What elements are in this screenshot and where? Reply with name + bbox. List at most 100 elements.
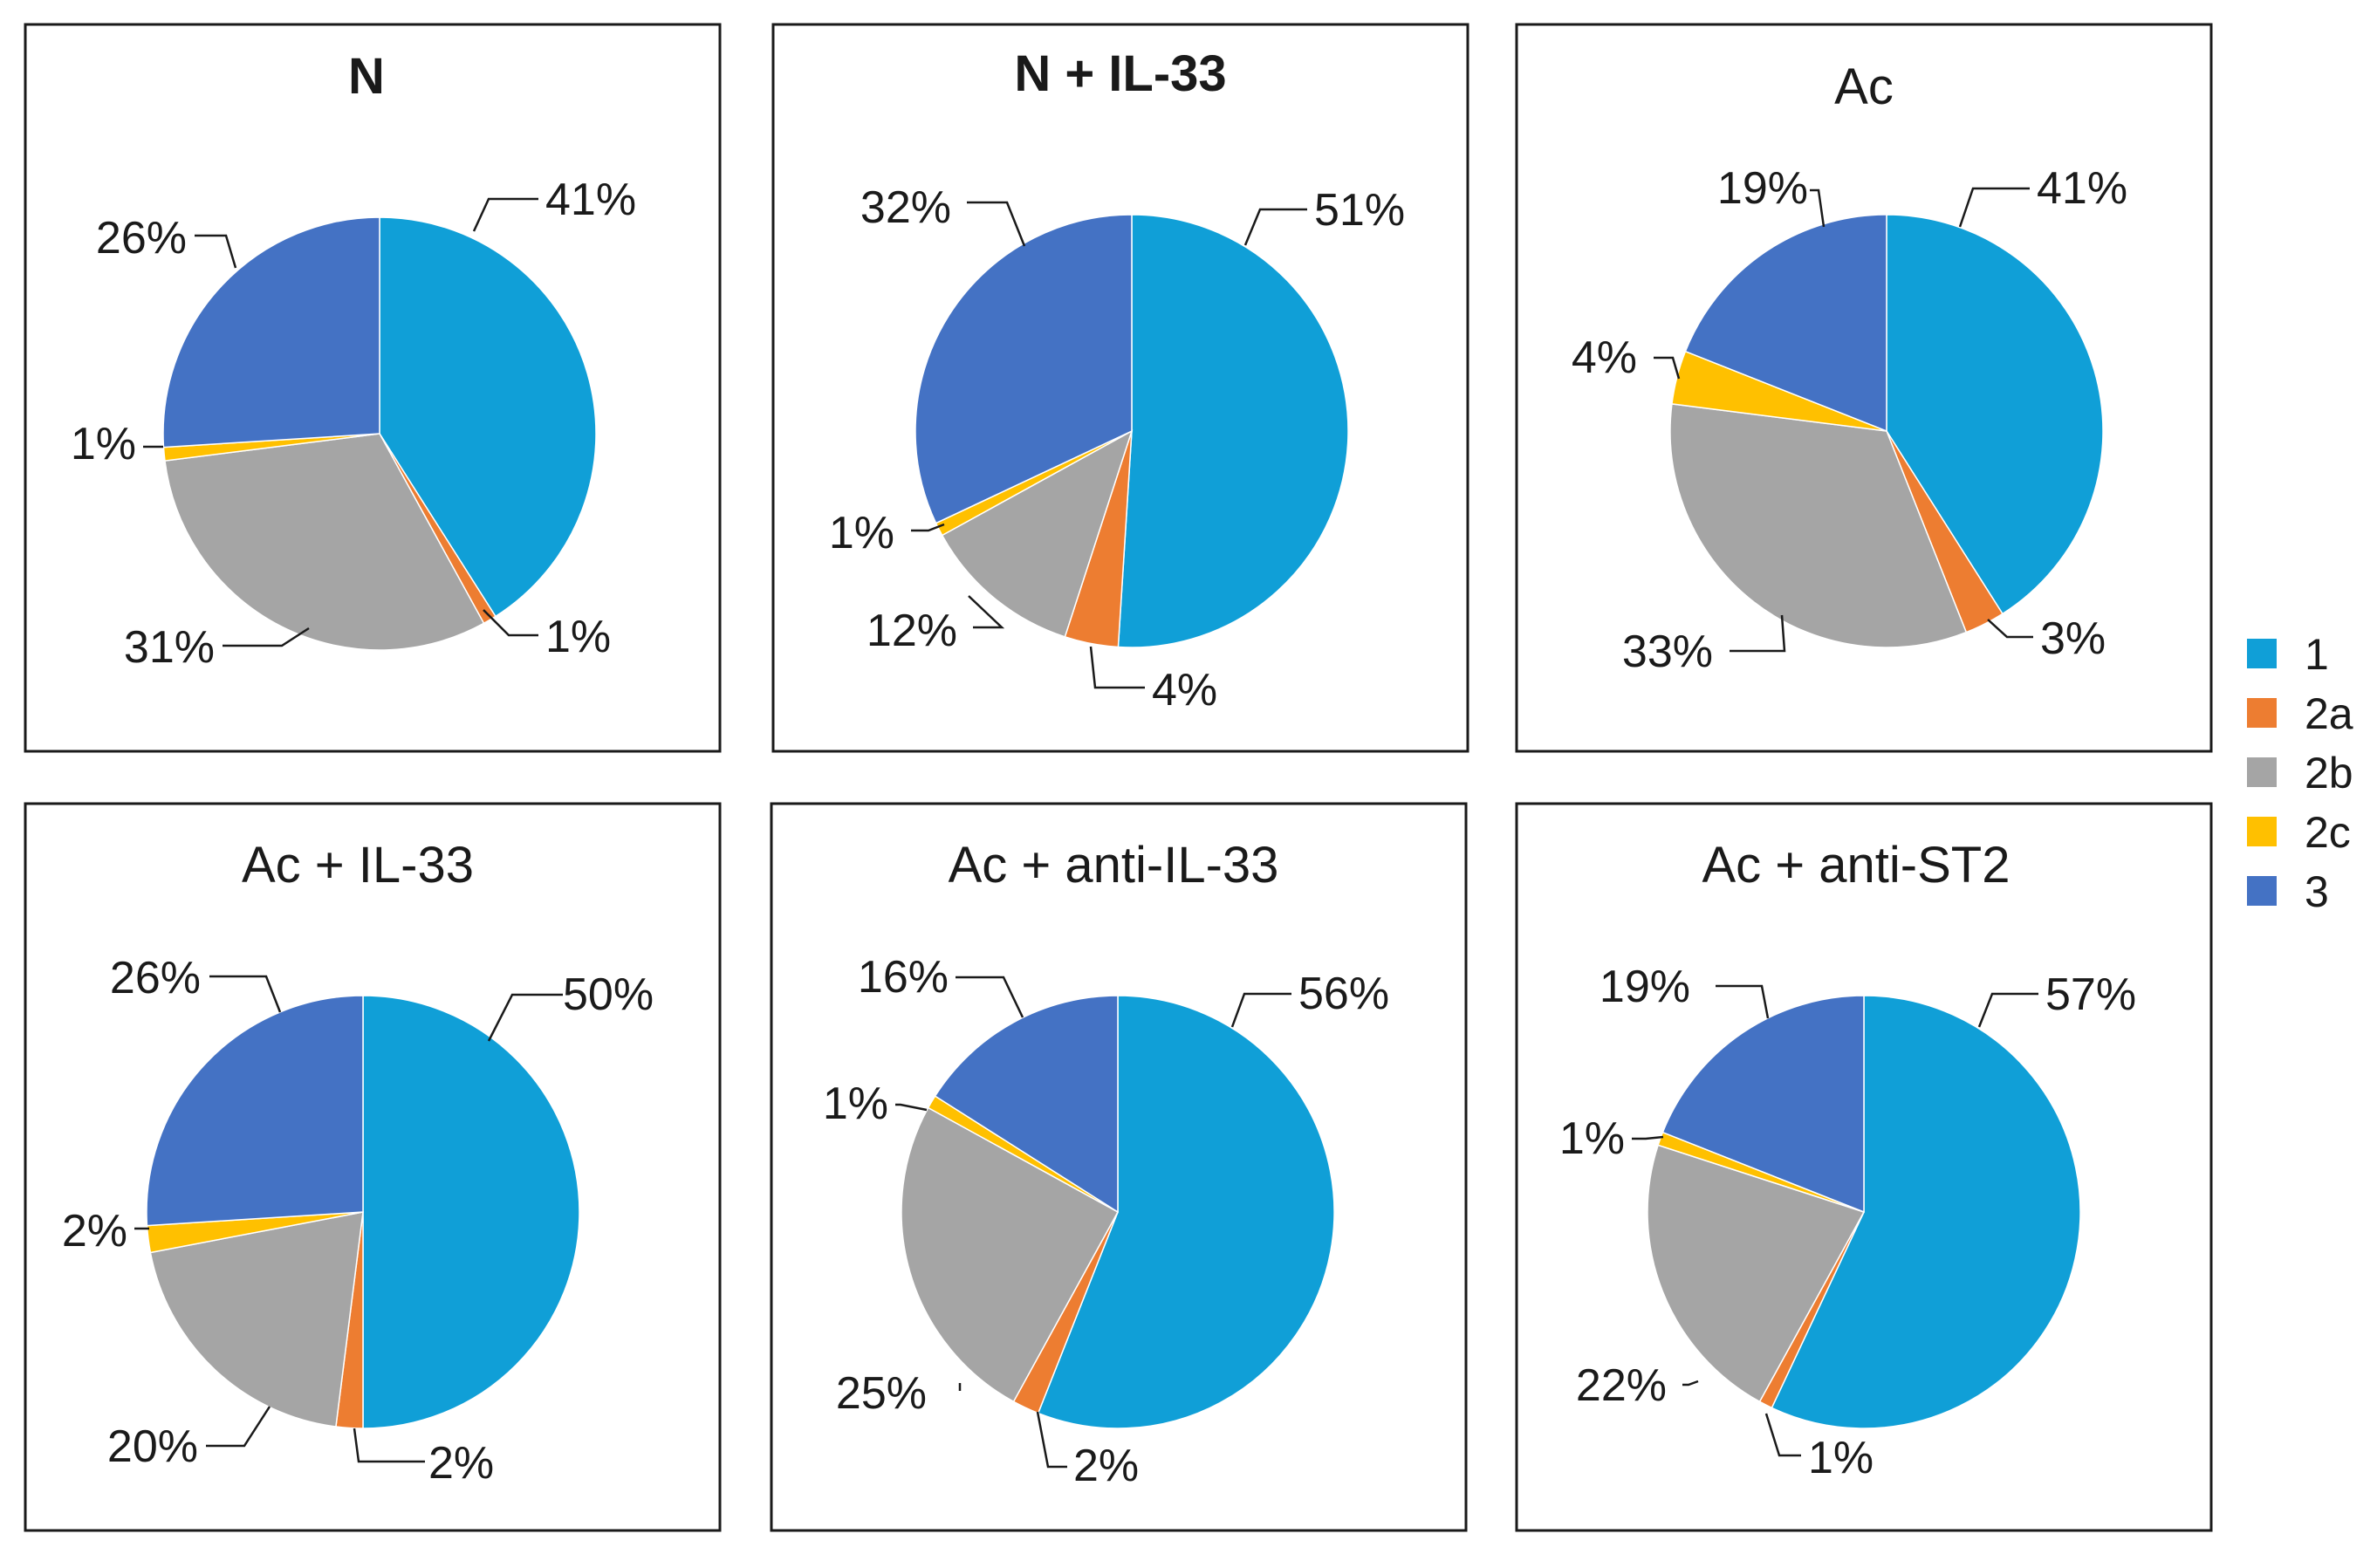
leader-line-2b [968,595,1005,629]
data-label-2b: 22% [1576,1360,1667,1411]
data-label-2b: 20% [107,1421,198,1472]
pie-slice-3 [1684,214,1887,433]
leader-line-3 [209,975,282,1013]
pie-slice-1 [362,995,580,1429]
leader-line-3 [1716,984,1770,1019]
panel-ac-anti-st2: Ac + anti-ST2 57% 1% 22% 1% 19% [1515,802,2213,1532]
data-label-3: 19% [1717,163,1808,214]
pie-labels: 57% 1% 22% 1% 19% [1559,962,2136,1483]
pie-slice-2b [164,433,485,651]
leader-line-2a [1764,1413,1801,1457]
leader-line-2a [1036,1411,1067,1469]
panel-title: N + IL-33 [1014,45,1226,102]
legend: 1 2a 2b 2c 3 [2247,630,2353,916]
panel-title: Ac + anti-IL-33 [949,837,1279,894]
panel-n-il33: N + IL-33 51% 4% 12% 1% 32% [771,23,1469,753]
leader-line-1 [1958,187,2030,228]
legend-swatch-1 [2247,639,2277,668]
pie-slice-3 [162,216,380,448]
panel-ac-anti-il33: Ac + anti-IL-33 56% 2% 25% 1% 16% [770,802,1468,1532]
data-label-1: 41% [2037,163,2127,214]
data-label-1: 50% [563,969,654,1020]
data-label-2c: 2% [62,1206,127,1256]
leader-line-2c [1632,1135,1664,1140]
pie-slice-1 [1886,214,2104,615]
data-label-2b: 31% [124,622,215,673]
data-label-2b: 12% [867,606,957,656]
pie-slices [1669,214,2104,648]
pie-slices [146,995,580,1429]
data-label-3: 19% [1600,962,1690,1012]
legend-label-2c: 2c [2305,808,2351,857]
data-label-3: 16% [858,952,949,1003]
legend-label-3: 3 [2305,867,2329,916]
leader-line-2b [1682,1380,1699,1387]
data-label-3: 32% [860,182,951,233]
leader-line-2a [1089,646,1145,689]
data-label-2a: 4% [1152,665,1217,716]
leader-line-1 [487,993,563,1042]
data-label-3: 26% [96,213,187,264]
pie-slice-3 [934,995,1119,1214]
pie-slice-1 [1771,995,2081,1429]
data-label-2c: 1% [71,419,136,469]
data-label-2c: 1% [1559,1113,1625,1164]
panel-title: Ac [1834,58,1894,115]
leader-line-3 [195,234,237,269]
leader-line-2c [911,523,945,532]
pie-labels: 41% 1% 31% 1% 26% [71,175,636,673]
pie-slice-2b [149,1211,364,1428]
pie-slice-2b [1669,403,1968,648]
pie-slice-1 [1117,214,1349,648]
leader-line-2a [1987,619,2033,639]
leader-line-3 [967,201,1026,247]
pie-labels: 50% 2% 20% 2% 26% [62,953,654,1489]
data-label-2a: 1% [545,612,611,662]
legend-swatch-2a [2247,698,2277,728]
pie-slice-2b [901,1106,1120,1403]
pie-labels: 51% 4% 12% 1% 32% [829,182,1405,716]
panel-ac: Ac 41% 3% 33% 4% 19% [1515,23,2213,753]
pie-slice-2b [1647,1144,1866,1403]
pie-labels: 41% 3% 33% 4% 19% [1572,163,2127,677]
data-label-2c: 1% [823,1078,888,1129]
leader-line-2a [353,1428,425,1463]
leader-line-2a [483,609,538,637]
pie-slice-1 [379,216,597,618]
pie-slice-2b [941,429,1134,638]
data-label-2c: 4% [1572,332,1637,383]
leader-line-1 [1230,992,1291,1028]
data-label-1: 41% [545,175,636,225]
data-label-2b: 33% [1622,627,1713,677]
pie-slices [162,216,597,651]
panel-title: Ac + anti-ST2 [1702,837,2011,894]
pie-labels: 56% 2% 25% 1% 16% [823,952,1389,1491]
panel-title: N [348,48,385,105]
data-label-2b: 25% [836,1368,927,1419]
legend-swatch-2b [2247,757,2277,787]
pie-slices [914,214,1349,648]
pie-slices [1647,995,2081,1429]
legend-label-2a: 2a [2305,689,2353,738]
legend-swatch-2c [2247,817,2277,846]
data-label-2c: 1% [829,508,894,558]
leader-line-1 [1243,208,1307,246]
legend-swatch-3 [2247,876,2277,906]
panel-title: Ac + IL-33 [242,837,474,894]
leader-line-3 [1810,188,1826,228]
pie-slices [901,995,1335,1429]
data-label-2a: 2% [1073,1441,1139,1491]
data-label-2a: 2% [428,1438,494,1489]
leader-line-2c [1654,356,1681,380]
data-label-3: 26% [110,953,201,1003]
data-label-2a: 3% [2040,613,2106,664]
data-label-1: 56% [1298,969,1389,1019]
leader-line-2c [895,1103,928,1112]
data-label-2a: 1% [1808,1433,1874,1483]
pie-slice-3 [146,995,364,1227]
leader-line-2b [223,627,310,647]
pie-slice-1 [1037,995,1335,1429]
legend-label-2b: 2b [2305,749,2353,798]
panel-n: N 41% 1% 31% 1% 26% [24,23,722,753]
